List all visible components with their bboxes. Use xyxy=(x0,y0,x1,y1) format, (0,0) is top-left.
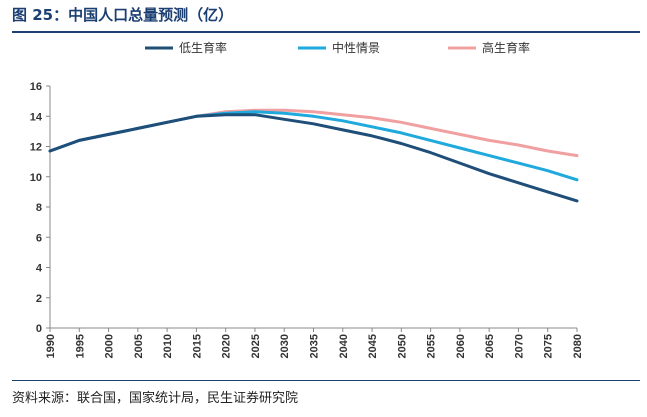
x-tick-label: 2000 xyxy=(104,334,116,358)
x-tick-label: 2025 xyxy=(250,334,262,358)
x-tick-label: 2045 xyxy=(367,334,379,358)
x-tick-label: 1990 xyxy=(45,334,57,358)
x-tick-label: 2050 xyxy=(396,334,408,358)
title-rule xyxy=(12,31,640,33)
y-tick-label: 6 xyxy=(36,232,42,244)
legend-label: 高生育率 xyxy=(482,40,530,55)
x-tick-label: 2070 xyxy=(513,334,525,358)
chart-series xyxy=(48,108,579,203)
x-tick-label: 2030 xyxy=(279,334,291,358)
chart-legend: 低生育率 中性情景 高生育率 xyxy=(145,40,530,55)
line-chart: 低生育率 中性情景 高生育率 0 2 4 6 8 10 12 14 16 1990 1995 2000 20… xyxy=(30,40,584,358)
source-note: 资料来源：联合国，国家统计局，民生证券研究院 xyxy=(12,391,299,406)
x-tick-label: 2080 xyxy=(572,334,584,358)
source-rule xyxy=(12,380,640,381)
x-tick-label: 2040 xyxy=(338,334,350,358)
y-tick-label: 0 xyxy=(36,323,42,335)
y-tick-label: 8 xyxy=(36,202,42,214)
y-tick-label: 10 xyxy=(30,172,42,184)
figure-title: 图 25：中国人口总量预测（亿） xyxy=(12,6,234,24)
x-tick-label: 1995 xyxy=(74,334,86,358)
x-tick-label: 2010 xyxy=(162,334,174,358)
x-tick-label: 2035 xyxy=(309,334,321,358)
legend-label: 低生育率 xyxy=(179,40,227,55)
x-tick-label: 2055 xyxy=(426,334,438,358)
series-line xyxy=(48,110,579,182)
y-tick-label: 2 xyxy=(36,293,42,305)
y-tick-label: 12 xyxy=(30,142,42,154)
legend-label: 中性情景 xyxy=(332,40,380,55)
series-line xyxy=(48,113,579,203)
x-tick-label: 2060 xyxy=(455,334,467,358)
x-tick-label: 2015 xyxy=(191,334,203,358)
chart-axes: 0 2 4 6 8 10 12 14 16 1990 1995 2000 2005 2010 2015 202… xyxy=(30,81,584,358)
x-tick-label: 2075 xyxy=(543,334,555,358)
x-tick-label: 2005 xyxy=(133,334,145,358)
y-tick-label: 16 xyxy=(30,81,42,93)
y-tick-label: 4 xyxy=(36,263,43,275)
x-tick-label: 2020 xyxy=(221,334,233,358)
x-tick-label: 2065 xyxy=(484,334,496,358)
y-tick-label: 14 xyxy=(30,111,43,123)
